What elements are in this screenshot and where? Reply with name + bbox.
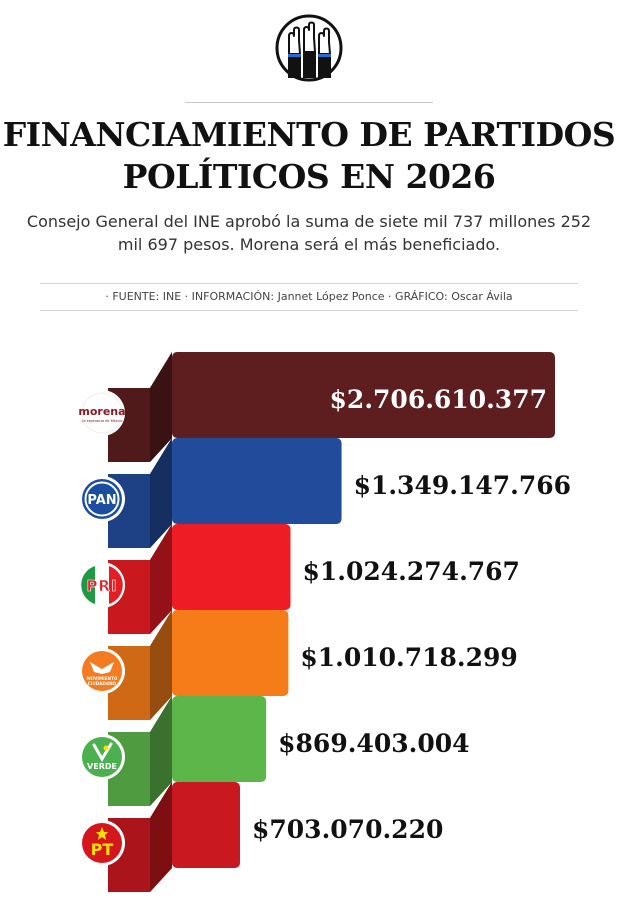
value-label-pt: $703.070.220 — [252, 815, 443, 844]
verde-logo-icon: VERDE — [79, 734, 125, 780]
subtitle-line-1: Consejo General del INE aprobó la suma d… — [26, 212, 592, 231]
pan-logo-text: PAN — [87, 493, 116, 508]
chart-title: FINANCIAMIENTO DE PARTIDOS POLÍTICOS EN … — [0, 114, 618, 198]
title-line-1: FINANCIAMIENTO DE PARTIDOS — [2, 115, 616, 154]
pri-logo-icon: PRI — [79, 562, 125, 608]
bar-pri — [108, 524, 291, 634]
bar-shade-pan — [150, 438, 172, 548]
credits-line: · FUENTE: INE · INFORMACIÓN: Jannet Lópe… — [105, 290, 513, 303]
value-label-verde: $869.403.004 — [278, 729, 469, 758]
bar-shade-pri — [150, 524, 172, 634]
pt-logo-icon: PT — [79, 820, 125, 866]
bar-face-pri — [172, 524, 291, 610]
pri-logo-text: PRI — [86, 577, 117, 595]
credits-bottom-divider — [40, 310, 578, 311]
credits-top-divider — [40, 283, 578, 284]
pt-logo-text: PT — [91, 840, 114, 859]
bar-face-pt — [172, 782, 240, 868]
subtitle-line-2: mil 697 pesos. Morena será el más benefi… — [117, 235, 501, 254]
pri-logo-green — [81, 566, 95, 604]
pan-logo-ring — [84, 481, 120, 517]
chart-subtitle: Consejo General del INE aprobó la suma d… — [20, 210, 598, 256]
pan-logo-icon: PAN — [79, 476, 125, 522]
bar-movimiento-ciudadano — [108, 610, 289, 720]
mc-eagle-shape — [90, 662, 114, 674]
mc-logo-subtext: CIUDADANO — [88, 681, 117, 686]
bar-face-verde — [172, 696, 267, 782]
title-line-2: POLÍTICOS EN 2026 — [122, 157, 496, 196]
pt-star-shape — [96, 827, 108, 840]
pri-logo-red — [109, 566, 123, 604]
bar-face-pan — [172, 438, 342, 524]
raised-hands-icon — [275, 14, 343, 82]
value-label-pri: $1.024.274.767 — [303, 557, 520, 586]
bar-shade-morena — [150, 352, 172, 462]
mc-logo-text: MOVIMIENTO — [87, 676, 118, 681]
value-label-movimiento-ciudadano: $1.010.718.299 — [300, 643, 517, 672]
top-divider — [185, 102, 433, 103]
morena-logo-bg — [81, 392, 123, 434]
bar-morena — [108, 352, 555, 462]
bar-pan — [108, 438, 342, 548]
bar-shade-movimiento-ciudadano — [150, 610, 172, 720]
verde-bird-dot — [103, 745, 109, 751]
bar-verde — [108, 696, 267, 806]
morena-logo-subtext: La esperanza de México — [82, 419, 123, 423]
bar-shade-pt — [150, 782, 172, 892]
value-label-pan: $1.349.147.766 — [354, 471, 571, 500]
pan-logo-bg — [82, 479, 122, 519]
bar-pt — [108, 782, 240, 892]
verde-logo-text: VERDE — [87, 762, 117, 771]
morena-logo-text: morena — [78, 405, 125, 418]
value-label-morena: $2.706.610.377 — [330, 385, 547, 414]
bar-shade-verde — [150, 696, 172, 806]
pt-logo-bg — [82, 823, 122, 863]
bar-face-morena — [172, 352, 555, 438]
bar-face-movimiento-ciudadano — [172, 610, 289, 696]
